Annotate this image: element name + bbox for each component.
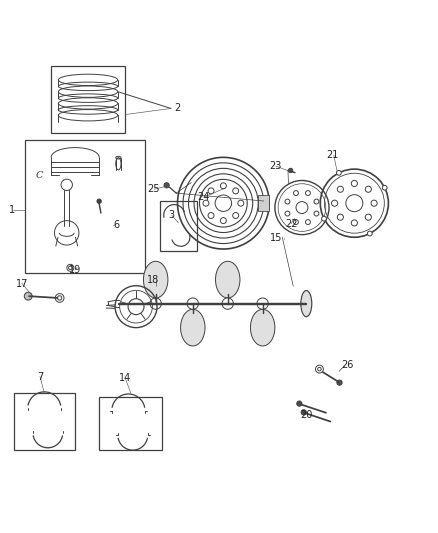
- Circle shape: [321, 216, 326, 221]
- Text: 7: 7: [37, 372, 43, 382]
- Circle shape: [24, 292, 32, 300]
- Circle shape: [293, 191, 298, 196]
- Circle shape: [314, 199, 319, 204]
- Text: 18: 18: [147, 274, 159, 285]
- Text: 2: 2: [174, 103, 180, 114]
- Circle shape: [208, 188, 214, 194]
- Circle shape: [337, 380, 342, 385]
- Circle shape: [222, 298, 233, 309]
- Circle shape: [337, 214, 343, 220]
- Circle shape: [306, 220, 311, 224]
- Circle shape: [187, 298, 198, 309]
- Circle shape: [365, 186, 371, 192]
- Circle shape: [238, 200, 244, 206]
- Text: 25: 25: [147, 184, 160, 194]
- Text: 14: 14: [119, 373, 131, 383]
- Text: 23: 23: [269, 161, 282, 171]
- Text: 6: 6: [113, 220, 120, 230]
- Ellipse shape: [251, 309, 275, 346]
- Circle shape: [337, 186, 343, 192]
- Ellipse shape: [215, 261, 240, 298]
- Circle shape: [293, 220, 298, 224]
- Text: 21: 21: [326, 150, 339, 160]
- Text: 3: 3: [169, 211, 175, 221]
- Circle shape: [97, 199, 101, 204]
- Circle shape: [351, 220, 357, 226]
- Circle shape: [314, 211, 319, 216]
- Circle shape: [164, 183, 169, 188]
- Text: 15: 15: [269, 233, 282, 243]
- Text: 17: 17: [15, 279, 28, 289]
- Circle shape: [297, 401, 302, 406]
- Circle shape: [208, 213, 214, 219]
- Text: 22: 22: [285, 219, 297, 229]
- Circle shape: [285, 211, 290, 216]
- Circle shape: [367, 231, 372, 236]
- Circle shape: [288, 168, 293, 173]
- Circle shape: [220, 217, 226, 223]
- Circle shape: [220, 183, 226, 189]
- Circle shape: [336, 171, 341, 175]
- Circle shape: [371, 200, 377, 206]
- Circle shape: [351, 180, 357, 187]
- Circle shape: [55, 294, 64, 302]
- Ellipse shape: [301, 290, 312, 317]
- Circle shape: [301, 410, 306, 415]
- Text: 1: 1: [9, 205, 14, 215]
- Circle shape: [285, 199, 290, 204]
- Ellipse shape: [144, 261, 168, 298]
- Circle shape: [332, 200, 338, 206]
- Circle shape: [150, 298, 161, 309]
- Text: 24: 24: [198, 192, 210, 201]
- Circle shape: [233, 188, 239, 194]
- Text: 26: 26: [342, 360, 354, 370]
- Circle shape: [306, 191, 311, 196]
- Text: C: C: [35, 171, 43, 180]
- Text: 19: 19: [69, 265, 81, 275]
- Circle shape: [203, 200, 209, 206]
- Circle shape: [365, 214, 371, 220]
- Bar: [258, 195, 269, 211]
- Circle shape: [315, 365, 323, 373]
- Text: 20: 20: [300, 410, 312, 420]
- Circle shape: [382, 185, 387, 190]
- Circle shape: [233, 213, 239, 219]
- Ellipse shape: [180, 309, 205, 346]
- Circle shape: [257, 298, 268, 309]
- Circle shape: [67, 264, 74, 271]
